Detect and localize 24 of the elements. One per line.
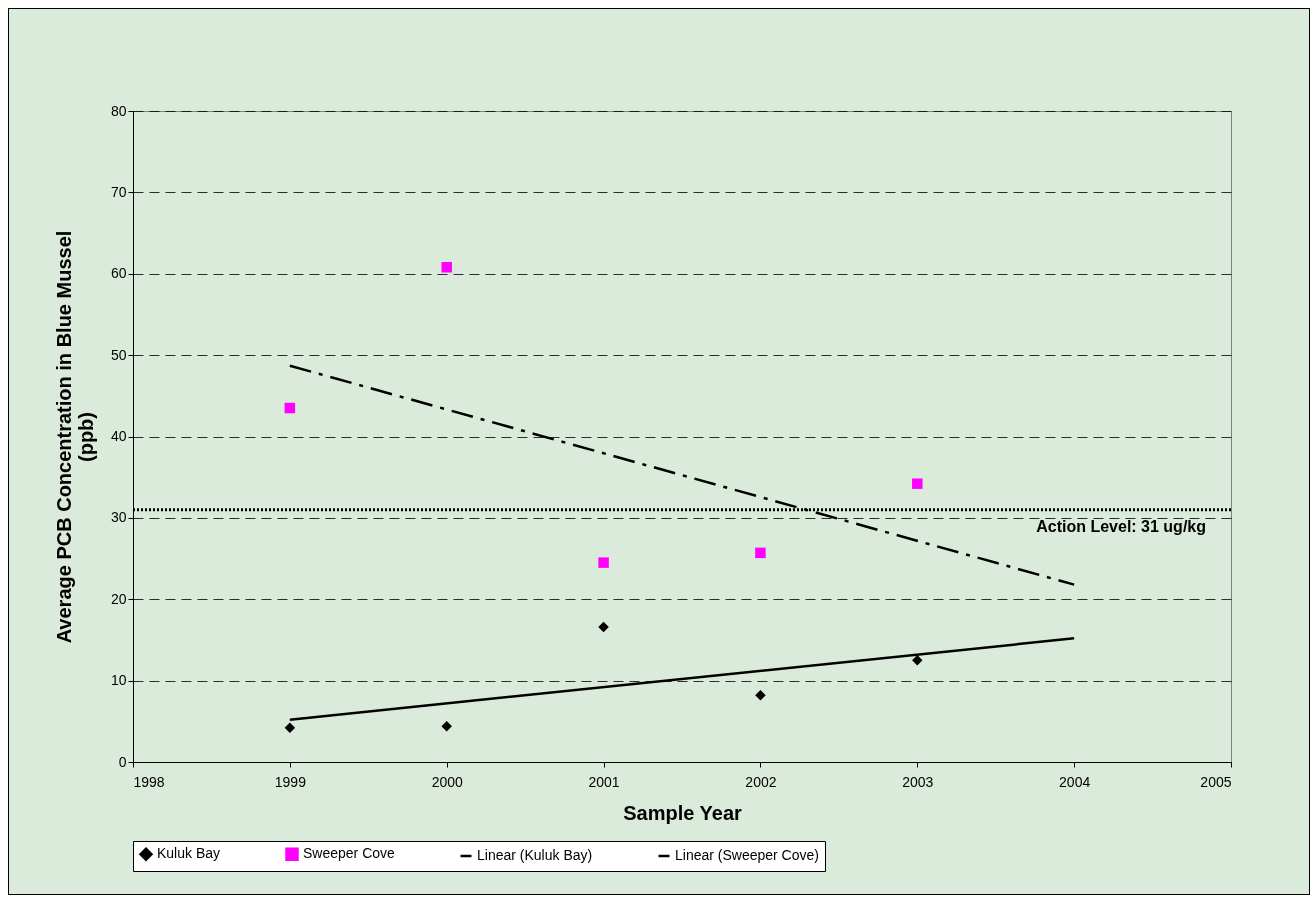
y-tick-label: 40 <box>110 428 127 444</box>
x-tick-label: 1998 <box>133 773 165 790</box>
y-tick-label: 0 <box>118 753 127 770</box>
x-tick-label: 2003 <box>902 773 934 790</box>
y-tick-label: 70 <box>110 183 127 200</box>
x-tick-label: 2005 <box>1200 773 1232 790</box>
legend-label: Sweeper Cove <box>303 845 396 862</box>
legend-label: Kuluk Bay <box>157 845 221 862</box>
y-tick-label: 50 <box>110 346 127 363</box>
y-tick-label: 20 <box>110 590 127 607</box>
x-tick-label: 2004 <box>1059 773 1091 790</box>
y-tick-label: 60 <box>110 265 127 282</box>
x-axis-title: Sample Year <box>623 801 743 824</box>
x-tick-label: 1999 <box>274 773 307 790</box>
ref-line-label: Action Level: 31 ug/kg <box>1036 517 1206 535</box>
x-tick-label: 2002 <box>745 773 777 790</box>
legend-label: Linear (Kuluk Bay) <box>477 847 593 863</box>
y-axis-title: Average PCB Concentration in Blue Mussel (ppb) <box>52 230 97 644</box>
x-tick-label: 2001 <box>588 773 620 790</box>
x-tick-label: 2000 <box>431 773 463 790</box>
y-tick-label: 30 <box>110 509 127 526</box>
y-tick-label: 80 <box>110 102 127 119</box>
legend-label: Linear (Sweeper Cove) <box>675 847 819 863</box>
y-tick-label: 10 <box>110 672 127 689</box>
